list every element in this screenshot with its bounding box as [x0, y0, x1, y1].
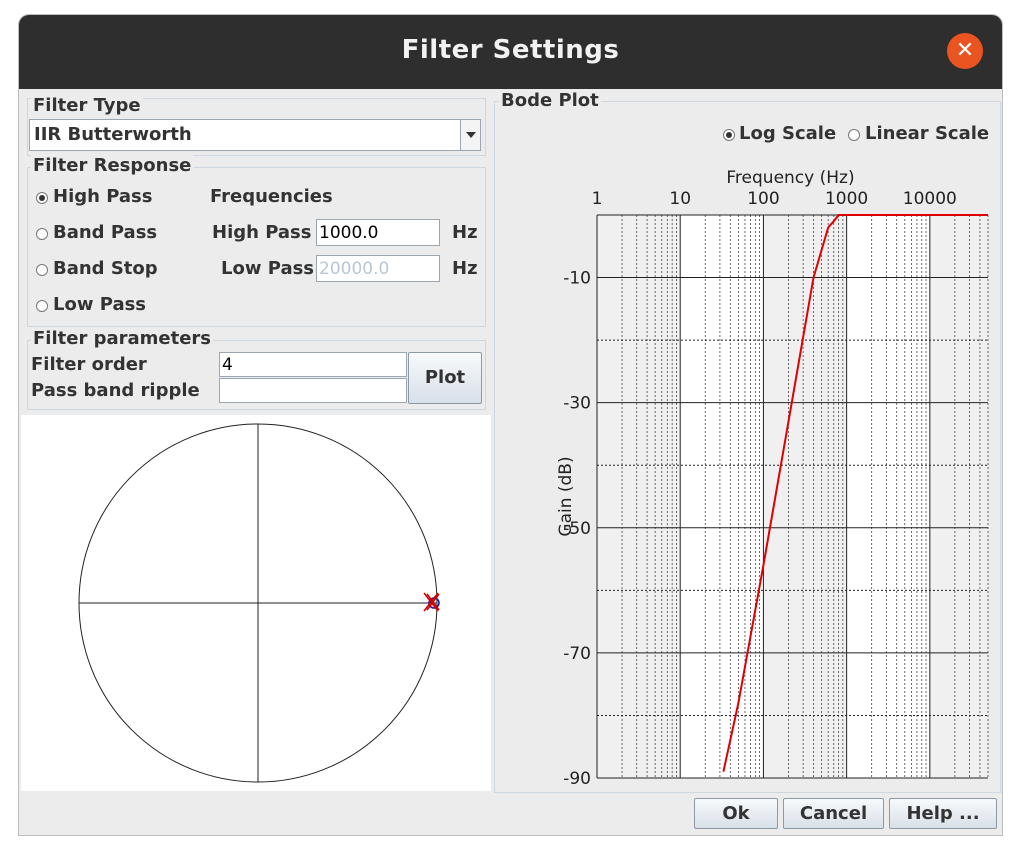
pole-markers [423, 592, 440, 612]
filter-type-value: IIR Butterworth [34, 124, 192, 145]
x-tick-label: 100 [747, 189, 779, 209]
y-tick-label: -30 [563, 394, 591, 414]
radio-band-pass[interactable] [36, 228, 48, 240]
y-tick-label: -90 [563, 769, 591, 789]
cancel-button[interactable]: Cancel [783, 798, 884, 829]
gain-series-line [722, 214, 988, 772]
radio-linear-scale[interactable] [848, 129, 860, 141]
bode-plot-legend: Bode Plot [499, 90, 601, 111]
bode-chart: 1 10 100 1000 10000 -10 -30 -50 -70 -90 Frequency … [556, 168, 989, 789]
plot-button[interactable]: Plot [408, 352, 482, 404]
filter-response-group [27, 167, 486, 327]
filter-type-group [27, 98, 486, 156]
decade-band [763, 215, 847, 778]
radio-high-pass[interactable] [36, 192, 48, 204]
low-pass-label: Low Pass [221, 258, 315, 279]
chevron-down-icon[interactable] [460, 120, 480, 150]
decade-band [597, 215, 681, 778]
ok-button[interactable]: Ok [694, 798, 778, 829]
help-button[interactable]: Help ... [889, 798, 997, 829]
filter-order-input[interactable] [219, 352, 407, 377]
x-axis-label: Frequency (Hz) [726, 168, 854, 188]
x-tick-label: 10000 [903, 189, 957, 209]
low-pass-unit: Hz [452, 258, 478, 279]
filter-type-legend: Filter Type [31, 95, 143, 116]
filter-parameters-legend: Filter parameters [31, 328, 214, 349]
bode-plot-group [494, 101, 1001, 793]
close-icon: ✕ [955, 38, 975, 63]
pass-band-ripple-input[interactable] [219, 378, 407, 403]
filter-response-legend: Filter Response [31, 155, 194, 176]
log-scale-label: Log Scale [739, 123, 837, 144]
frequencies-heading: Frequencies [210, 186, 333, 207]
y-tick-label: -10 [563, 269, 591, 289]
high-pass-unit: Hz [452, 222, 478, 243]
y-tick-label: -70 [563, 644, 591, 664]
x-tick-label: 1 [592, 189, 603, 209]
filter-parameters-group [27, 340, 486, 410]
close-button[interactable]: ✕ [947, 33, 983, 69]
pole-zero-plot [21, 415, 491, 791]
y-tick-label: -50 [563, 519, 591, 539]
filter-settings-dialog: Filter Settings ✕ Filter Type IIR Butter… [19, 15, 1002, 835]
radio-low-pass-label: Low Pass [53, 294, 147, 315]
decade-band [929, 215, 988, 778]
y-axis-label: Gain (dB) [556, 456, 576, 536]
high-pass-label: High Pass [212, 222, 312, 243]
window-title: Filter Settings [401, 35, 620, 65]
radio-low-pass[interactable] [36, 300, 48, 312]
radio-band-stop-label: Band Stop [53, 258, 158, 279]
filter-type-select[interactable]: IIR Butterworth [29, 119, 481, 151]
linear-scale-label: Linear Scale [865, 123, 990, 144]
radio-band-stop[interactable] [36, 264, 48, 276]
radio-high-pass-label: High Pass [53, 186, 153, 207]
x-tick-label: 1000 [825, 189, 868, 209]
title-bar: Filter Settings ✕ [19, 15, 1002, 89]
x-tick-label: 10 [669, 189, 691, 209]
filter-order-label: Filter order [31, 354, 147, 375]
radio-log-scale[interactable] [723, 129, 735, 141]
radio-band-pass-label: Band Pass [53, 222, 158, 243]
high-pass-input[interactable] [316, 219, 440, 246]
low-pass-input [316, 255, 440, 282]
pass-band-ripple-label: Pass band ripple [31, 380, 200, 401]
